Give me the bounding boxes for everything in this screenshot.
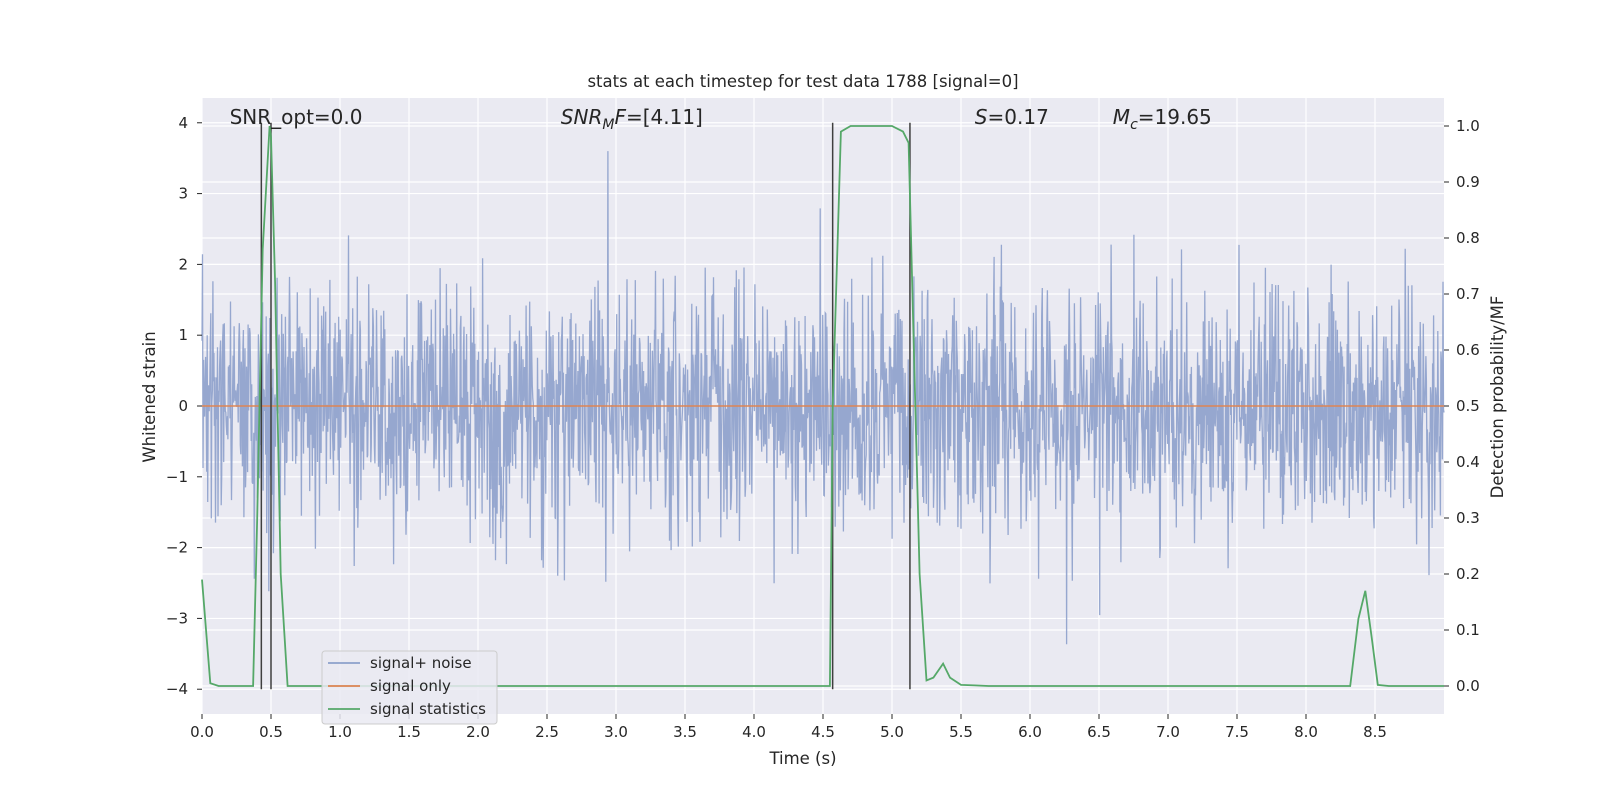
annotation-text: SNRMF=[4.11] — [561, 105, 703, 133]
series-line-signal-noise — [201, 151, 1445, 645]
y-tick-label: −2 — [166, 539, 188, 557]
y2-tick-label: 0.4 — [1456, 453, 1480, 471]
y2-tick-label: 0.2 — [1456, 565, 1480, 583]
y-tick-label: 0 — [178, 397, 188, 415]
x-axis-ticks: 0.0 0.5 1.0 1.5 2.0 2.5 3.0 3.5 4.0 4.5 5.0 5.5 6.0 6… — [190, 714, 1387, 741]
x-tick-label: 0.0 — [190, 723, 214, 741]
y2-tick-label: 0.5 — [1456, 397, 1480, 415]
noise-series — [201, 151, 1445, 645]
x-tick-label: 2.0 — [466, 723, 490, 741]
y2-axis-label: Detection probability/MF — [1488, 296, 1507, 499]
x-tick-label: 4.0 — [742, 723, 766, 741]
legend-label-signal-noise: signal+ noise — [370, 654, 472, 672]
y2-tick-label: 1.0 — [1456, 117, 1480, 135]
y2-tick-label: 0.3 — [1456, 509, 1480, 527]
y2-tick-label: 0.7 — [1456, 285, 1480, 303]
y-tick-label: 4 — [178, 114, 188, 132]
legend-label-signal-statistics: signal statistics — [370, 700, 486, 718]
x-tick-label: 8.0 — [1294, 723, 1318, 741]
legend-box — [321, 650, 498, 725]
y-tick-label: 1 — [178, 326, 188, 344]
series-line-signal-statistics — [201, 125, 1444, 687]
annotation-text: Mc=19.65 — [1113, 105, 1212, 133]
y2-tick-label: 0.6 — [1456, 341, 1480, 359]
x-tick-label: 8.5 — [1363, 723, 1387, 741]
y2-tick-label: 0.0 — [1456, 677, 1480, 695]
chart-title: stats at each timestep for test data 178… — [587, 72, 1018, 91]
x-tick-label: 1.0 — [328, 723, 352, 741]
x-tick-label: 1.5 — [397, 723, 421, 741]
y-axis-ticks: 4 3 2 1 0 −1 −2 −3 −4 — [166, 114, 202, 698]
x-tick-label: 5.0 — [880, 723, 904, 741]
annotation-text: S=0.17 — [975, 105, 1049, 129]
x-tick-label: 6.5 — [1087, 723, 1111, 741]
y2-tick-label: 0.8 — [1456, 229, 1480, 247]
x-axis-label: Time (s) — [768, 749, 836, 768]
x-tick-label: 7.0 — [1156, 723, 1180, 741]
annotation-text: SNR_opt=0.0 — [230, 105, 363, 129]
x-tick-label: 6.0 — [1018, 723, 1042, 741]
x-tick-label: 2.5 — [535, 723, 559, 741]
y2-axis-ticks: 1.0 0.9 0.8 0.7 0.6 0.5 0.4 0.3 0.2 0.1 0.0 — [1444, 117, 1480, 695]
x-tick-label: 4.5 — [811, 723, 835, 741]
x-tick-label: 0.5 — [259, 723, 283, 741]
x-tick-label: 3.5 — [673, 723, 697, 741]
y-tick-label: −4 — [166, 680, 188, 698]
y-axis-label: Whitened strain — [140, 331, 159, 462]
y-tick-label: −1 — [166, 468, 188, 486]
x-tick-label: 5.5 — [949, 723, 973, 741]
y-tick-label: −3 — [166, 609, 188, 627]
legend-label-signal-only: signal only — [370, 677, 451, 695]
legend: signal+ noise signal only signal statist… — [321, 650, 498, 725]
y-tick-label: 3 — [178, 185, 188, 203]
x-tick-label: 3.0 — [604, 723, 628, 741]
y2-tick-label: 0.9 — [1456, 173, 1480, 191]
y-tick-label: 2 — [178, 255, 188, 273]
x-tick-label: 7.5 — [1225, 723, 1249, 741]
annotations: SNR_opt=0.0 SNRMF=[4.11] S=0.17 Mc=19.65 — [230, 105, 1212, 133]
y2-tick-label: 0.1 — [1456, 621, 1480, 639]
